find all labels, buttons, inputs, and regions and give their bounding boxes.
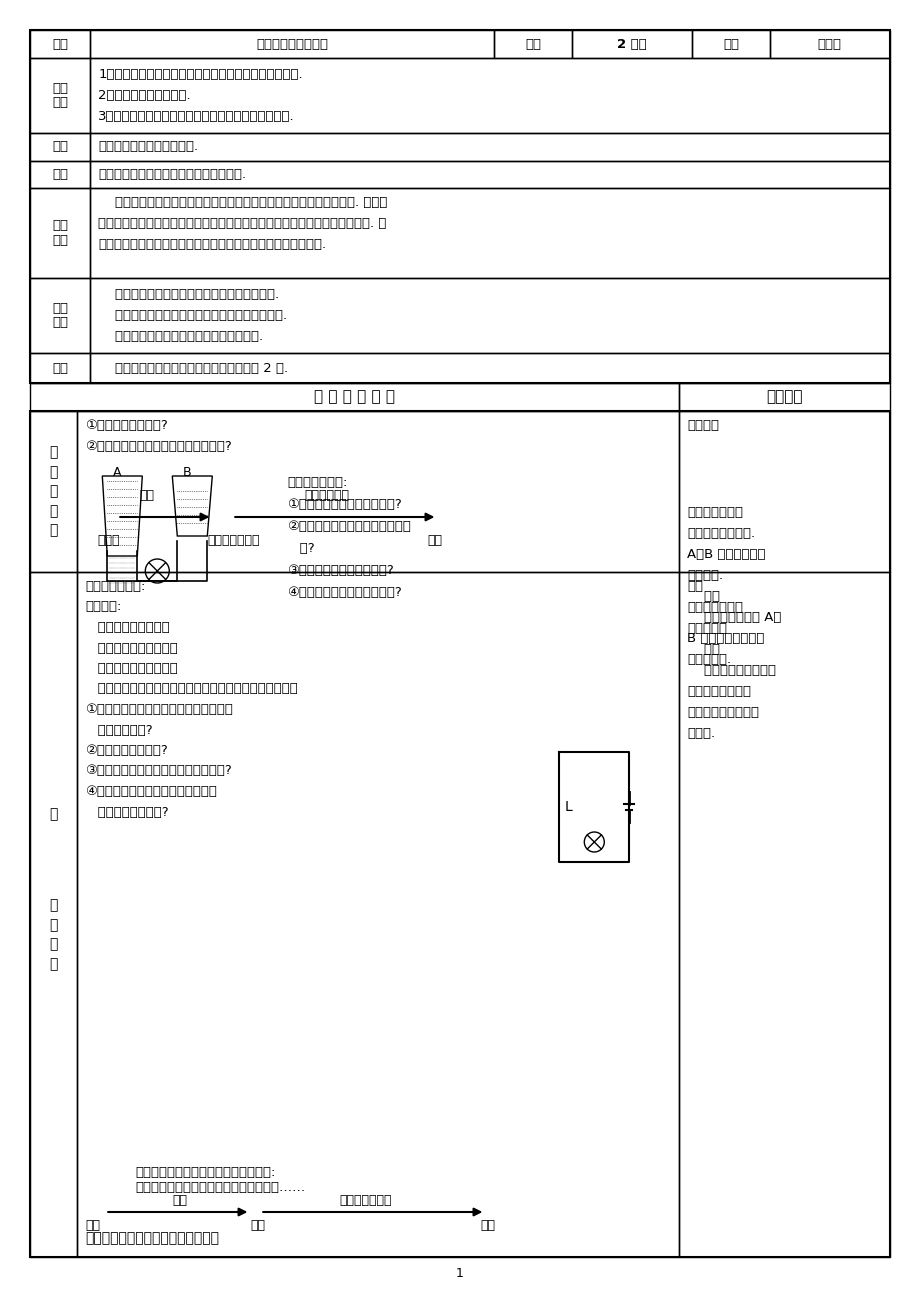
- Text: 课时: 课时: [525, 38, 540, 51]
- Bar: [30, 572, 77, 1256]
- Text: 通过类比理解电压是使电路中形成电流的原因.
    通过观察和操作，学会使用电压表来测量和读数.
    通过电压表探究串、并联电路中电压规律.: 通过类比理解电压是使电路中形成电流的原因. 通过观察和操作，学会使用电压表来测量…: [98, 288, 287, 342]
- Text: B: B: [183, 466, 191, 479]
- Text: 灯亮
自由电子定向移
动形成电流
    不会
    电源相当于抽水机，
使正极不断聚集正
电荷，负极不断聚集
负电荷.: 灯亮 自由电子定向移 动形成电流 不会 电源相当于抽水机， 使正极不断聚集正 电…: [686, 579, 776, 740]
- Bar: [691, 30, 769, 59]
- Bar: [678, 411, 889, 572]
- Text: 一、电压：使电路中形成电流的原因: 一、电压：使电路中形成电流的原因: [85, 1230, 219, 1245]
- Text: 课型: 课型: [722, 38, 738, 51]
- Text: 分析水流的形成:
①阀门打开后会看到什么现象?
②谁为什么会发生定向移动形成水
   流?
③水能否持续流动？为什么?
④怎样才能让水持续流动下去?: 分析水流的形成: ①阀门打开后会看到什么现象? ②谁为什么会发生定向移动形成水 …: [287, 477, 411, 599]
- Bar: [572, 30, 691, 59]
- Bar: [77, 411, 678, 572]
- Text: 1: 1: [456, 1267, 463, 1280]
- Text: 电压: 电压: [250, 1219, 265, 1232]
- Text: 电源: 电源: [85, 1219, 100, 1232]
- Text: 水位差（水压）: 水位差（水压）: [207, 534, 259, 547]
- Bar: [678, 383, 889, 411]
- Text: ①电流是怎样形成的?
②电荷为什么会发生定向移动形成电流?: ①电流是怎样形成的? ②电荷为什么会发生定向移动形成电流?: [85, 419, 232, 453]
- Text: 提供: 提供: [173, 1194, 187, 1207]
- Text: 水流: 水流: [426, 534, 442, 547]
- Text: 重点：电压表的认识和使用.: 重点：电压表的认识和使用.: [98, 141, 199, 154]
- Text: 二: 二: [50, 807, 58, 822]
- Bar: [77, 572, 678, 1256]
- Text: 教材
分析: 教材 分析: [52, 219, 68, 247]
- Text: 教学
目标: 教学 目标: [52, 82, 68, 109]
- Text: 重点: 重点: [52, 141, 68, 154]
- Text: 课题: 课题: [52, 38, 68, 51]
- Bar: [678, 572, 889, 1256]
- Text: 分析电流的形成:
准备知识:
   自然界存在两种电荷
   电池正极一聚集正电荷
   电池负极一聚集负电荷
   导线、灯丝中存在大量可以自由移动的电荷（自: 分析电流的形成: 准备知识: 自然界存在两种电荷 电池正极一聚集正电荷 电池负极…: [85, 579, 298, 819]
- Text: 使电荷定向移动: 使电荷定向移动: [339, 1194, 391, 1207]
- Bar: [90, 160, 889, 187]
- Bar: [90, 187, 889, 279]
- Text: 学生活动: 学生活动: [766, 389, 802, 405]
- Text: 1．通过与水流的类比了解电压的概念，知道电压的单位.
2．学会正确使用电压表.
3．通过探究，知道串联电路和并联电路中电压的规律.: 1．通过与水流的类比了解电压的概念，知道电压的单位. 2．学会正确使用电压表. …: [98, 68, 302, 122]
- Text: 教 学 程 序 设 计: 教 学 程 序 设 计: [313, 389, 395, 405]
- Text: 投影电压表、电池、开关、导线、小灯泡 2 盏.: 投影电压表、电池、开关、导线、小灯泡 2 盏.: [98, 362, 288, 375]
- Bar: [769, 30, 889, 59]
- Bar: [90, 30, 494, 59]
- Text: A: A: [113, 466, 121, 479]
- Bar: [30, 30, 90, 59]
- Bar: [30, 411, 77, 572]
- Text: 抽水机: 抽水机: [97, 534, 119, 547]
- Bar: [90, 59, 889, 133]
- Bar: [90, 133, 889, 160]
- Text: 水定向移动形成
水流，水轮机转动.
A、B 两容器有一定
的水位差.
    不能
    加一抽水机，使 A、
B 两容器之间始终一
定的水位差.: 水定向移动形成 水流，水轮机转动. A、B 两容器有一定 的水位差. 不能 加一…: [686, 506, 781, 667]
- Bar: [30, 133, 90, 160]
- Bar: [30, 160, 90, 187]
- Bar: [30, 353, 90, 383]
- Bar: [30, 187, 90, 279]
- Text: 和水流的形成类比认识电流形成的原因:
水流一电流、阀门一开关、抽水机一电源……: 和水流的形成类比认识电流形成的原因: 水流一电流、阀门一开关、抽水机一电源……: [135, 1167, 305, 1194]
- Bar: [30, 59, 90, 133]
- Text: 难点：对串联、并联电路电压特点的理解.: 难点：对串联、并联电路电压特点的理解.: [98, 168, 246, 181]
- Text: 使水定向移动: 使水定向移动: [304, 490, 349, 503]
- Bar: [30, 411, 889, 1256]
- Text: 电流: 电流: [480, 1219, 494, 1232]
- Bar: [30, 30, 889, 383]
- Text: L: L: [563, 799, 572, 814]
- Bar: [494, 30, 572, 59]
- Text: 教学
方法: 教学 方法: [52, 302, 68, 329]
- Bar: [90, 279, 889, 353]
- Bar: [30, 279, 90, 353]
- Text: 2 课时: 2 课时: [617, 38, 646, 51]
- Text: 难点: 难点: [52, 168, 68, 181]
- Text: 电压和电压表的使用: 电压和电压表的使用: [256, 38, 328, 51]
- Text: 一
引
入
课
题: 一 引 入 课 题: [50, 445, 58, 538]
- Text: 新授课: 新授课: [817, 38, 841, 51]
- Text: 教具: 教具: [52, 362, 68, 375]
- Bar: [30, 383, 678, 411]
- Text: 保持: 保持: [140, 490, 154, 503]
- Text: 学生讨论: 学生讨论: [686, 419, 719, 432]
- Text: 教
学
过
程: 教 学 过 程: [50, 898, 58, 971]
- Bar: [90, 353, 889, 383]
- Text: 教材通过三个探究活动展开教学，使学生初步掌握电压表的使用方法. 教材以
电路与水路的类比，引入电压的概念，通过阅读说明书了解电压表的使用方法. 比
较电流表和电: 教材通过三个探究活动展开教学，使学生初步掌握电压表的使用方法. 教材以 电路与水…: [98, 197, 387, 251]
